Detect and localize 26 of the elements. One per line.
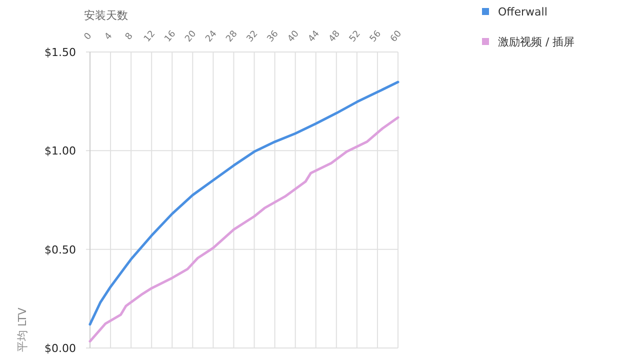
y-tick-label: $0.50 (44, 243, 76, 256)
x-tick-label: 16 (163, 28, 178, 44)
x-tick-label: 48 (327, 28, 343, 44)
x-tick-label: 28 (224, 28, 240, 44)
y-tick-label: $0.00 (44, 342, 76, 355)
x-axis-title: 安装天数 (84, 9, 128, 22)
y-tick-label: $1.50 (44, 46, 76, 59)
legend-label: Offerwall (498, 6, 548, 18)
y-axis-title: 平均 LTV (16, 307, 29, 352)
x-tick-label: 56 (368, 28, 384, 44)
x-tick-label: 8 (124, 31, 136, 42)
x-tick-label: 24 (204, 28, 220, 44)
x-tick-label: 60 (388, 28, 404, 44)
legend-label: 激励视频 / 插屏 (498, 36, 575, 48)
x-tick-label: 0 (82, 31, 94, 42)
y-tick-label: $1.00 (44, 144, 76, 158)
line-series (88, 116, 400, 343)
x-tick-label: 36 (266, 28, 281, 44)
x-tick-label: 44 (306, 28, 322, 44)
line-series (88, 80, 400, 326)
x-tick-label: 52 (348, 29, 363, 44)
x-tick-label: 12 (142, 29, 158, 44)
x-tick-label: 4 (103, 31, 115, 42)
x-tick-label: 40 (286, 28, 302, 44)
x-tick-label: 20 (184, 28, 199, 44)
x-tick-label: 32 (245, 29, 260, 44)
